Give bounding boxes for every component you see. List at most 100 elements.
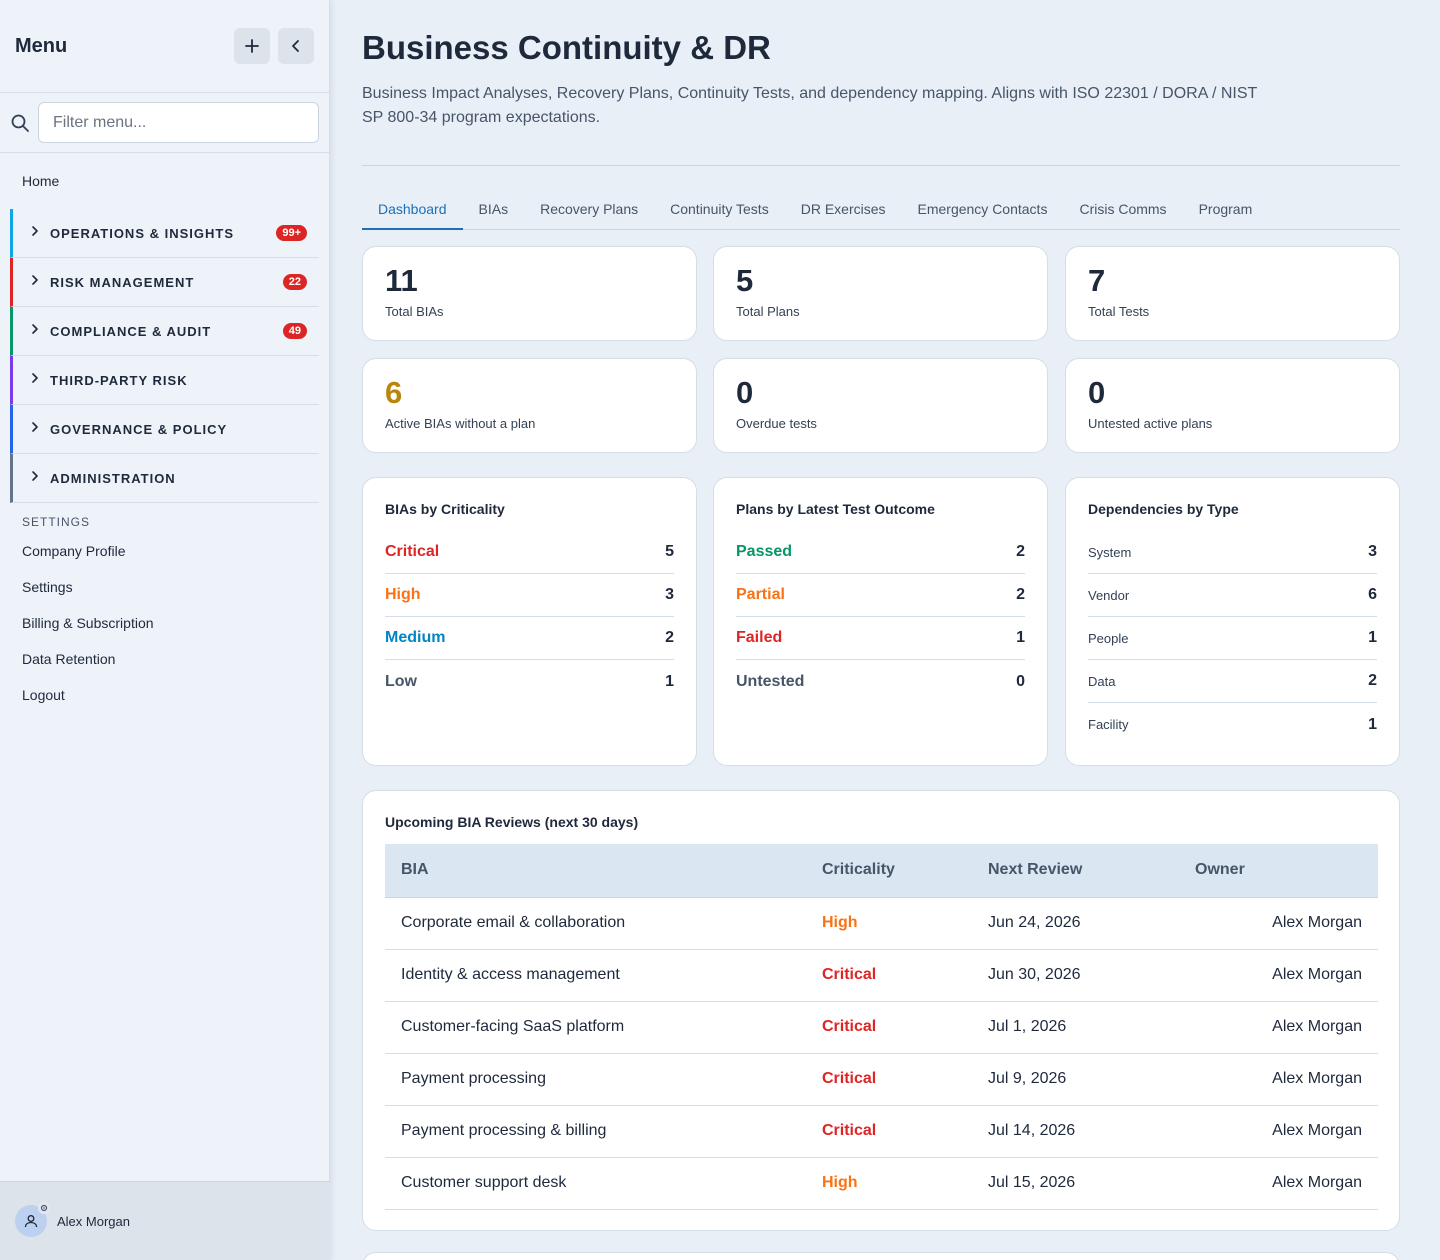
tab-recovery-plans[interactable]: Recovery Plans — [540, 201, 639, 217]
stat-value: 0 — [1088, 375, 1106, 410]
main-content: Business Continuity & DR Business Impact… — [362, 0, 1400, 230]
settings-heading: SETTINGS — [22, 515, 91, 529]
cell-owner: Alex Morgan — [1179, 1053, 1378, 1106]
breakdown-title: Dependencies by Type — [1088, 501, 1239, 517]
collapse-sidebar-button[interactable] — [278, 28, 314, 64]
stat-card[interactable]: 11 Total BIAs — [362, 246, 697, 341]
sidebar-group-label: OPERATIONS & INSIGHTS — [50, 225, 234, 241]
breakdown-label: Vendor — [1088, 587, 1130, 603]
table-header-row: BIA Criticality Next Review Owner — [385, 844, 1378, 898]
breakdown-label: Low — [385, 672, 417, 690]
column-header-bia[interactable]: BIA — [385, 844, 806, 898]
cell-owner: Alex Morgan — [1179, 949, 1378, 1002]
stat-card[interactable]: 5 Total Plans — [713, 246, 1048, 341]
reviews-table: BIA Criticality Next Review Owner Corpor… — [385, 844, 1378, 1210]
breakdown-count: 2 — [1368, 672, 1377, 689]
stat-label: Active BIAs without a plan — [385, 416, 536, 431]
cell-bia: Identity & access management — [385, 949, 806, 1002]
sidebar-group-label: RISK MANAGEMENT — [50, 274, 195, 290]
chevron-right-icon — [29, 420, 50, 438]
sidebar-title: Menu — [15, 34, 68, 57]
table-row[interactable]: Payment processing & billing Critical Jul … — [385, 1105, 1378, 1158]
breakdown-row: Passed 2 — [736, 531, 1025, 574]
user-footer[interactable]: Alex Morgan — [0, 1181, 330, 1260]
sidebar-group-administration[interactable]: ADMINISTRATION — [10, 454, 319, 503]
sidebar-group-governance-policy[interactable]: GOVERNANCE & POLICY — [10, 405, 319, 454]
gear-icon — [38, 1202, 50, 1214]
breakdown-label: Data — [1088, 673, 1116, 689]
cell-owner: Alex Morgan — [1179, 897, 1378, 950]
cell-criticality: High — [806, 897, 972, 950]
cell-criticality: Critical — [806, 1053, 972, 1106]
chevron-right-icon — [29, 469, 50, 487]
column-header-criticality[interactable]: Criticality — [806, 844, 972, 898]
table-row[interactable]: Customer-facing SaaS platform Critical Jul… — [385, 1001, 1378, 1054]
breakdown-row: High 3 — [385, 574, 674, 617]
cell-next-review: Jul 15, 2026 — [972, 1157, 1179, 1210]
tab-program[interactable]: Program — [1198, 201, 1253, 217]
count-badge: 49 — [282, 323, 307, 339]
breakdown-label: People — [1088, 630, 1129, 646]
cell-criticality: Critical — [806, 1105, 972, 1158]
sidebar-item-home[interactable]: Home — [22, 173, 60, 189]
tab-dr-exercises[interactable]: DR Exercises — [800, 201, 886, 217]
column-header-next-review[interactable]: Next Review — [972, 844, 1179, 898]
table-row[interactable]: Corporate email & collaboration High Jun 2… — [385, 897, 1378, 950]
breakdown-count: 1 — [1016, 629, 1025, 646]
table-row[interactable]: Customer support desk High Jul 15, 2026 Ale… — [385, 1157, 1378, 1210]
breakdown-label: High — [385, 586, 421, 603]
sidebar-group-risk-management[interactable]: RISK MANAGEMENT 22 — [10, 258, 319, 307]
avatar[interactable] — [15, 1202, 50, 1237]
sidebar-group-third-party-risk[interactable]: THIRD-PARTY RISK — [10, 356, 319, 405]
tab-crisis-comms[interactable]: Crisis Comms — [1079, 201, 1167, 217]
chevron-right-icon — [29, 224, 50, 242]
cell-criticality: High — [806, 1157, 972, 1210]
breakdown-row: Data 2 — [1088, 660, 1377, 703]
divider — [362, 165, 1400, 166]
cell-owner: Alex Morgan — [1179, 1001, 1378, 1054]
stat-card[interactable]: 0 Overdue tests — [713, 358, 1048, 453]
breakdown-card: Dependencies by Type System 3 Vendor 6 People… — [1065, 477, 1400, 766]
cell-bia: Payment processing & billing — [385, 1105, 806, 1158]
tab-continuity-tests[interactable]: Continuity Tests — [670, 201, 769, 217]
chevron-left-icon — [292, 40, 299, 52]
stat-card[interactable]: 6 Active BIAs without a plan — [362, 358, 697, 453]
breakdown-label: Partial — [736, 586, 785, 603]
sidebar-group-operations-insights[interactable]: OPERATIONS & INSIGHTS 99+ — [10, 209, 319, 258]
tab-emergency-contacts[interactable]: Emergency Contacts — [917, 201, 1048, 217]
sidebar-group-compliance-audit[interactable]: COMPLIANCE & AUDIT 49 — [10, 307, 319, 356]
sidebar-link-data-retention[interactable]: Data Retention — [22, 651, 116, 667]
sidebar-filter — [0, 93, 329, 153]
table-row[interactable]: Payment processing Critical Jul 9, 2026 Ale… — [385, 1053, 1378, 1106]
cell-criticality: Critical — [806, 949, 972, 1002]
page-title: Business Continuity & DR — [362, 29, 771, 66]
sidebar-link-company-profile[interactable]: Company Profile — [22, 543, 126, 559]
settings-links: Company Profile Settings Billing & Subscri… — [0, 533, 329, 713]
page-description: Business Impact Analyses, Recovery Plans… — [362, 85, 1257, 126]
column-header-owner[interactable]: Owner — [1179, 844, 1378, 898]
cell-next-review: Jul 14, 2026 — [972, 1105, 1179, 1158]
plus-icon — [245, 39, 259, 53]
count-badge: 22 — [282, 274, 307, 290]
breakdown-row: Low 1 — [385, 660, 674, 703]
sidebar-link-logout[interactable]: Logout — [22, 687, 65, 703]
cell-bia: Payment processing — [385, 1053, 806, 1106]
breakdown-count: 2 — [665, 629, 674, 646]
breakdown-list: Critical 5 High 3 Medium 2 Low 1 — [385, 531, 674, 703]
stat-card[interactable]: 7 Total Tests — [1065, 246, 1400, 341]
upcoming-reviews-title: Upcoming BIA Reviews (next 30 days) — [385, 814, 639, 830]
breakdown-count: 6 — [1368, 586, 1377, 603]
stat-value: 7 — [1088, 263, 1106, 298]
table-row[interactable]: Identity & access management Critical Jun … — [385, 949, 1378, 1002]
filter-menu-input[interactable] — [38, 102, 319, 143]
sidebar-link-billing-subscription[interactable]: Billing & Subscription — [22, 615, 154, 631]
add-button[interactable] — [234, 28, 270, 64]
sidebar-group-label: THIRD-PARTY RISK — [50, 372, 188, 388]
stat-card[interactable]: 0 Untested active plans — [1065, 358, 1400, 453]
stat-value: 11 — [385, 263, 418, 298]
chevron-right-icon — [29, 273, 50, 291]
breakdown-row: Untested 0 — [736, 660, 1025, 703]
tab-dashboard[interactable]: Dashboard — [362, 189, 463, 230]
sidebar-link-settings[interactable]: Settings — [22, 579, 73, 595]
tab-bias[interactable]: BIAs — [478, 201, 509, 217]
